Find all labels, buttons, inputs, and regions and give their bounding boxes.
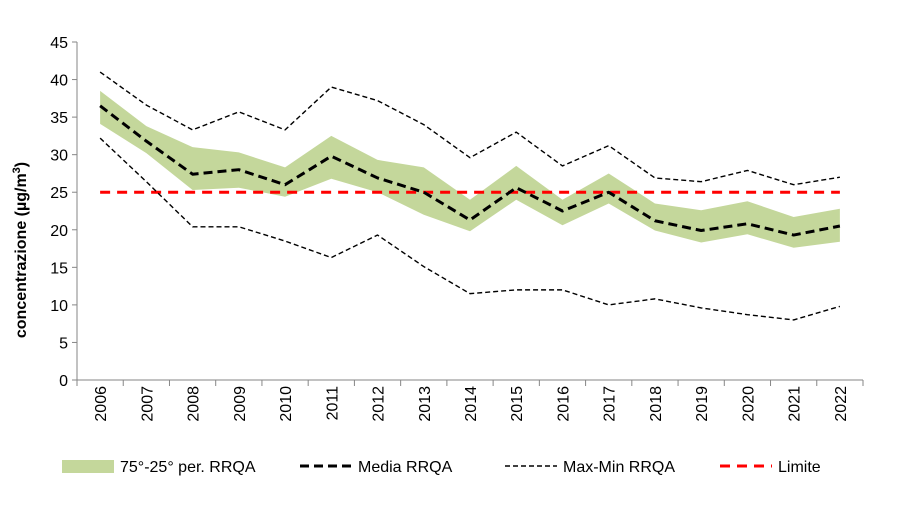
x-tick-label: 2012 xyxy=(371,386,388,422)
x-tick-label: 2016 xyxy=(555,386,572,422)
x-tick-label: 2009 xyxy=(232,386,249,422)
x-tick-label: 2017 xyxy=(602,386,619,422)
x-tick-label: 2006 xyxy=(93,386,110,422)
x-tick-label: 2007 xyxy=(139,386,156,422)
x-axis: 2006 2007 2008 2009 2010 2011 2012 2013 2014 2015… xyxy=(76,379,864,422)
x-tick-label: 2010 xyxy=(278,386,295,422)
min-line xyxy=(99,137,841,321)
x-tick-label: 2020 xyxy=(740,386,757,422)
x-tick-label: 2022 xyxy=(833,386,850,422)
legend-label: Limite xyxy=(778,459,821,476)
x-tick-label: 2011 xyxy=(324,386,341,421)
y-tick-label: 35 xyxy=(50,110,68,127)
y-axis-label-text: concentrazione (µg/m xyxy=(13,173,30,338)
legend: 75°-25° per. RRQA Media RRQA Max-Min RRQA L… xyxy=(62,459,821,476)
plot-area xyxy=(99,71,841,321)
max-line xyxy=(99,71,840,186)
x-tick-label: 2019 xyxy=(694,386,711,422)
y-tick-label: 5 xyxy=(59,335,68,352)
y-tick-label: 15 xyxy=(50,260,68,277)
x-tick-label: 2018 xyxy=(648,386,665,422)
y-axis-label: concentrazione (µg/m3) xyxy=(11,162,30,338)
y-tick-label: 45 xyxy=(50,35,68,52)
y-tick-label: 40 xyxy=(50,73,68,90)
y-axis-label-superscript: 3 xyxy=(11,167,23,173)
mean-line xyxy=(99,104,841,237)
x-tick-label: 2021 xyxy=(787,386,804,422)
x-tick-label: 2013 xyxy=(417,386,434,422)
x-tick-label: 2014 xyxy=(463,386,480,422)
y-tick-label: 10 xyxy=(50,298,68,315)
y-axis: 0 5 10 15 20 25 30 35 40 45 xyxy=(50,35,78,390)
x-tick-label: 2015 xyxy=(509,386,526,422)
legend-label: Max-Min RRQA xyxy=(563,459,675,476)
y-tick-label: 20 xyxy=(50,223,68,240)
y-tick-label: 0 xyxy=(59,373,68,390)
legend-label: Media RRQA xyxy=(358,459,453,476)
y-tick-label: 30 xyxy=(50,148,68,165)
y-tick-label: 25 xyxy=(50,185,68,202)
percentile-band xyxy=(100,90,840,248)
x-tick-label: 2008 xyxy=(186,386,203,422)
legend-swatch-band xyxy=(62,460,114,473)
y-axis-label-close: ) xyxy=(13,162,30,167)
legend-label: 75°-25° per. RRQA xyxy=(120,459,256,476)
